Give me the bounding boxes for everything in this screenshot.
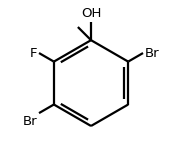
Text: OH: OH: [81, 7, 101, 20]
Text: Br: Br: [23, 115, 38, 128]
Text: F: F: [30, 46, 38, 60]
Text: Br: Br: [144, 46, 159, 60]
